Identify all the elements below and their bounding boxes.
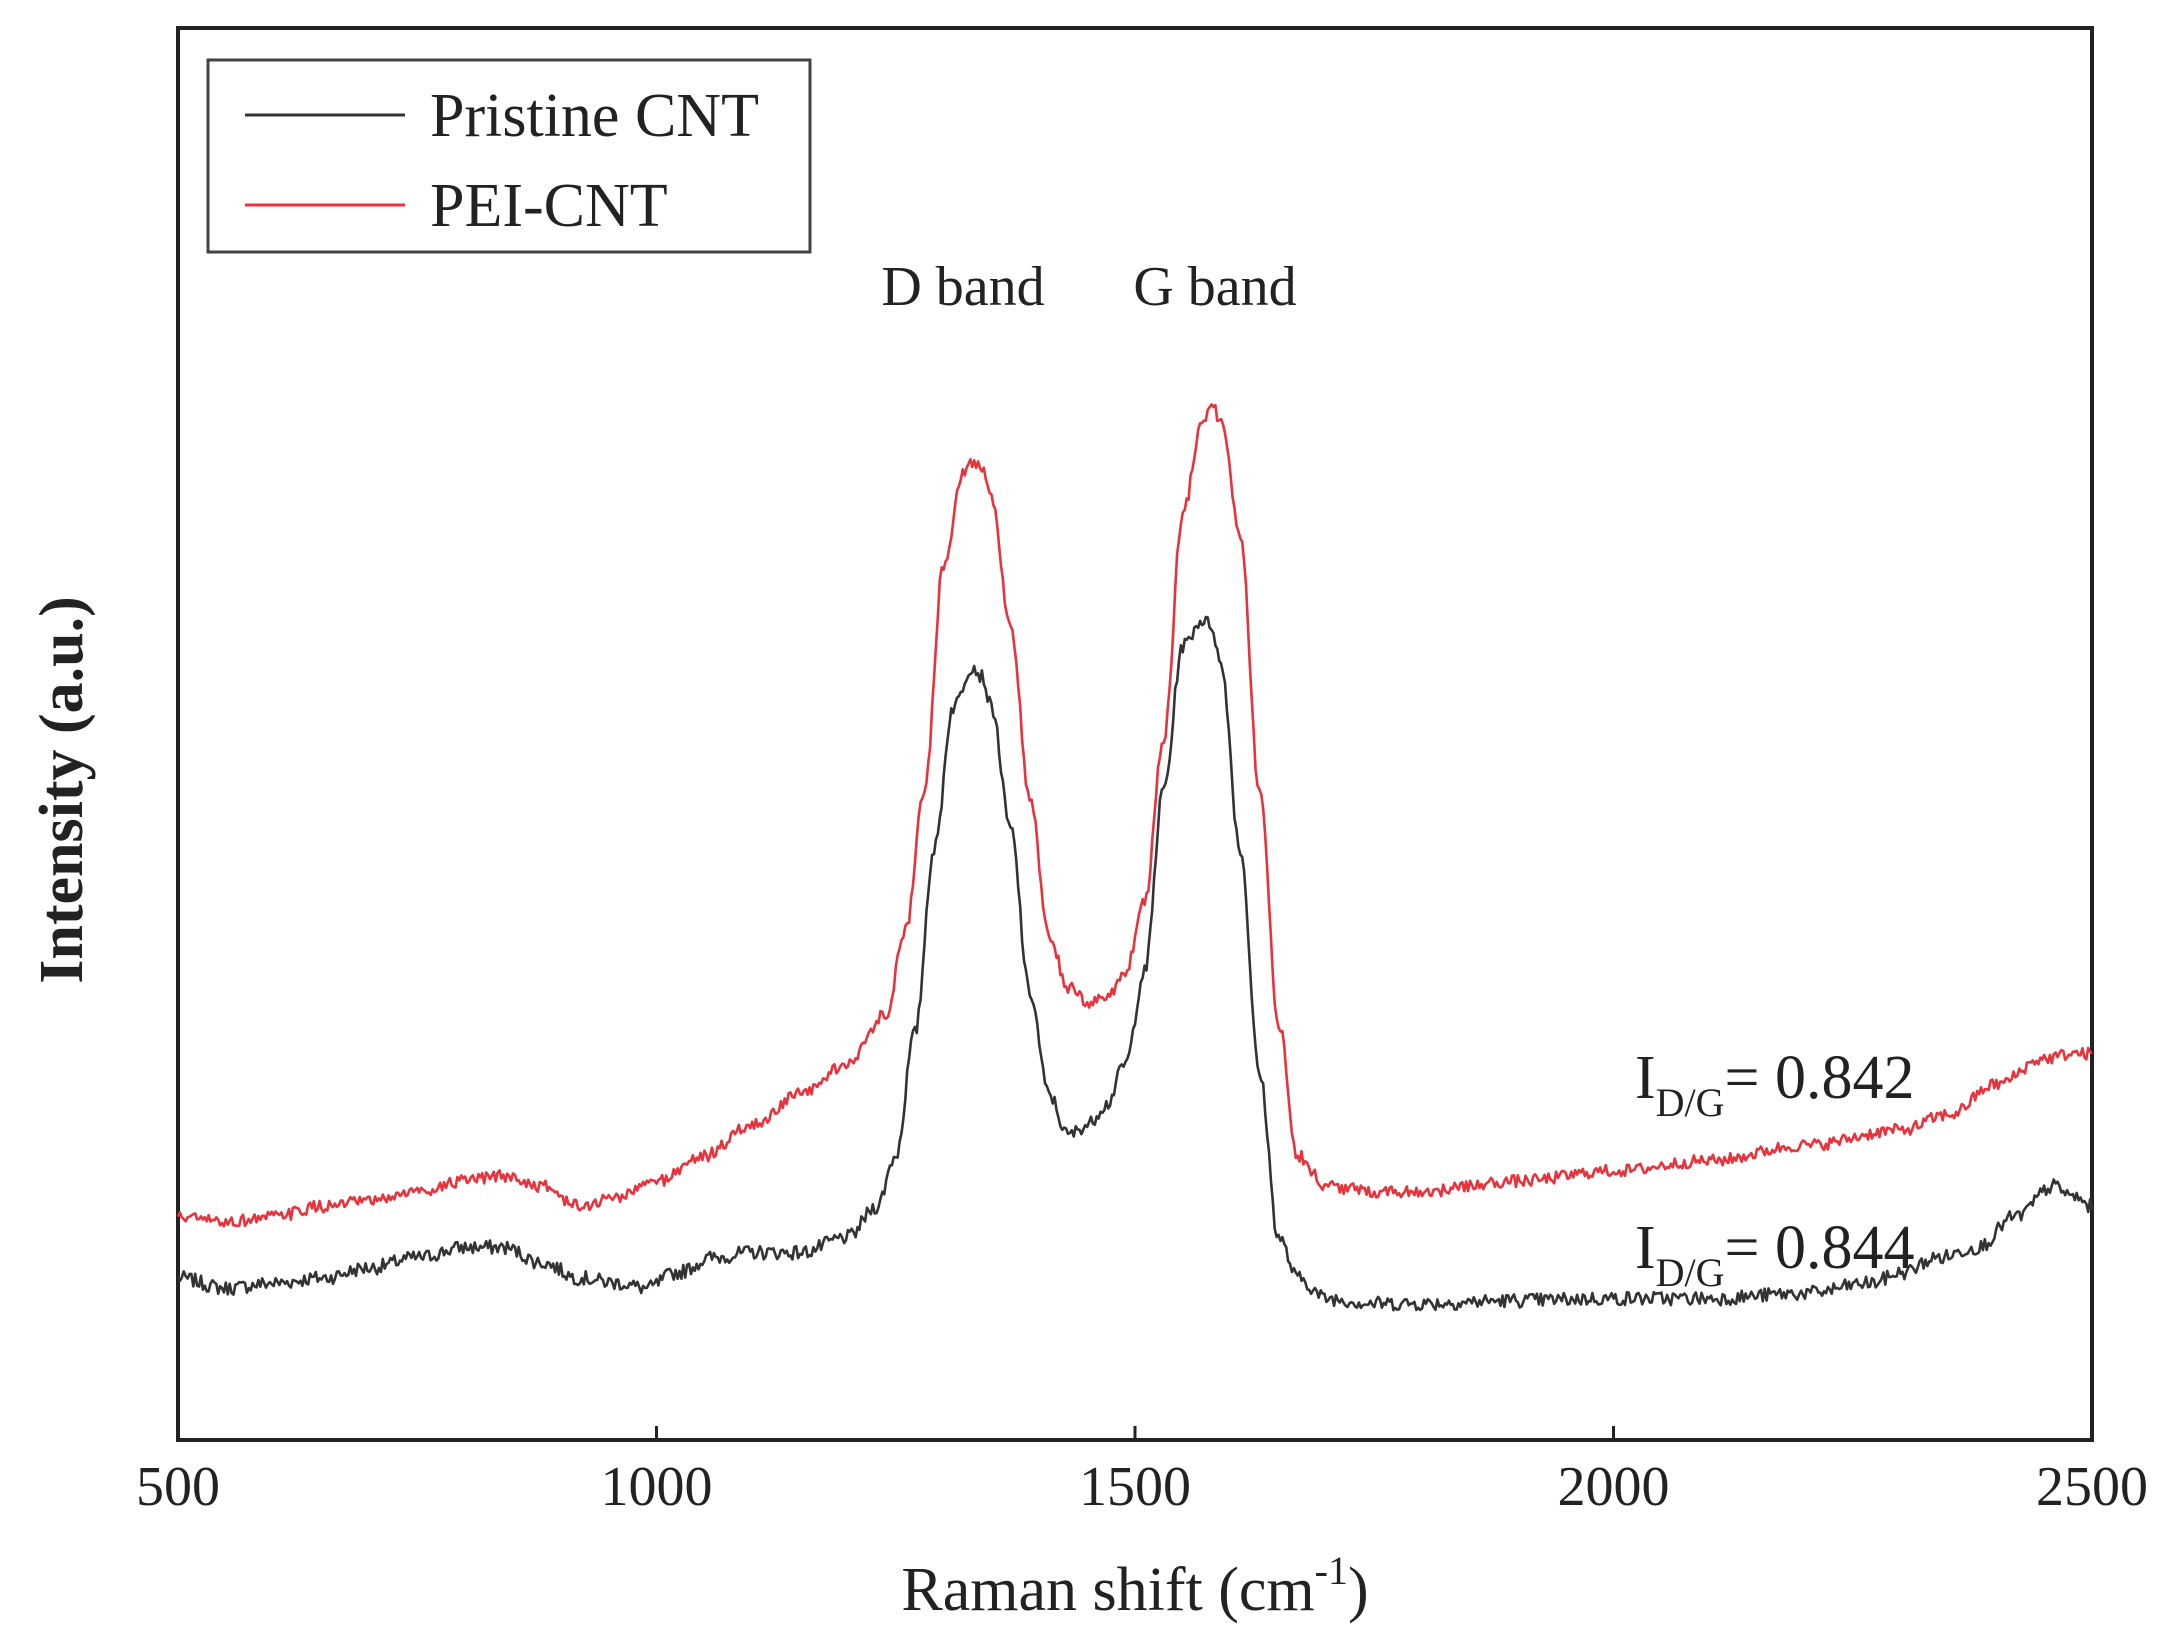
series-group	[176, 403, 2094, 1312]
x-tick-label-1000: 1000	[601, 1456, 713, 1518]
x-axis-label-suffix: )	[1348, 1556, 1369, 1624]
x-tick-label-2500: 2500	[2036, 1456, 2148, 1518]
ratio-label-pristine-cnt-base: I	[1635, 1214, 1656, 1282]
legend-label-pristine-cnt: Pristine CNT	[430, 82, 759, 150]
x-axis-ticks	[176, 1426, 2094, 1440]
legend: Pristine CNT PEI-CNT	[206, 58, 812, 254]
series-line-pei-cnt	[176, 403, 2093, 1228]
ratio-label-pei-cnt-sub: D/G	[1656, 1080, 1725, 1125]
annotation-g-band: G band	[1133, 256, 1296, 318]
y-axis-label: Intensity (a.u.)	[28, 596, 96, 984]
ratio-label-pei-cnt: ID/G= 0.842	[1635, 1044, 1915, 1125]
x-tick-label-2000: 2000	[1558, 1456, 1670, 1518]
x-tick-label-500: 500	[136, 1456, 220, 1518]
ratio-label-pei-cnt-value: = 0.842	[1725, 1044, 1915, 1112]
ratio-label-pristine-cnt: ID/G= 0.844	[1635, 1214, 1915, 1295]
x-tick-label-1500: 1500	[1079, 1456, 1191, 1518]
ratio-label-pei-cnt-base: I	[1635, 1044, 1656, 1112]
ratio-label-pristine-cnt-value: = 0.844	[1725, 1214, 1915, 1282]
series-line-pristine-cnt	[176, 615, 2094, 1312]
x-axis-label-superscript: -1	[1315, 1548, 1348, 1593]
ratio-label-pristine-cnt-sub: D/G	[1656, 1250, 1725, 1295]
legend-box	[206, 58, 812, 254]
x-axis-label-main: Raman shift (cm	[901, 1556, 1314, 1624]
x-axis-label: Raman shift (cm-1)	[901, 1548, 1368, 1624]
legend-label-pei-cnt: PEI-CNT	[430, 172, 668, 240]
annotation-d-band: D band	[881, 256, 1044, 318]
